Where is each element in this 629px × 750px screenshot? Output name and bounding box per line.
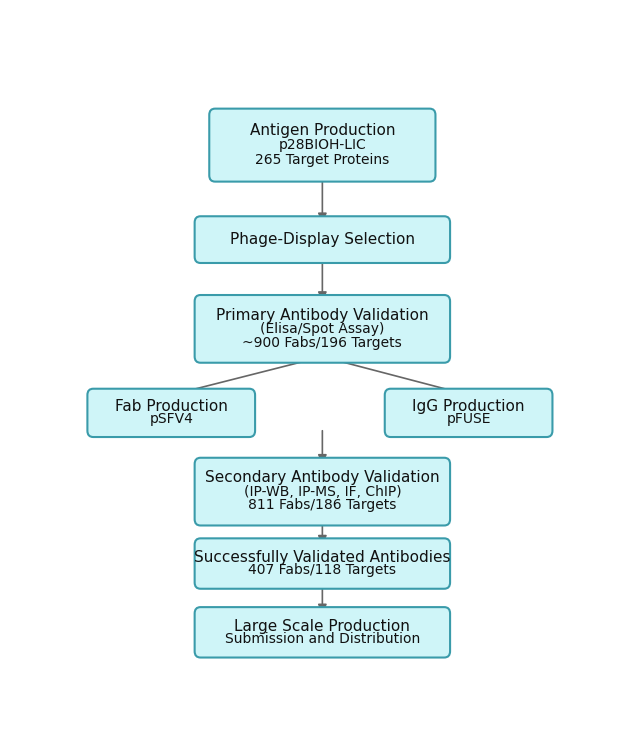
- Text: Fab Production: Fab Production: [115, 400, 228, 415]
- FancyBboxPatch shape: [194, 538, 450, 589]
- Text: pFUSE: pFUSE: [447, 412, 491, 426]
- FancyBboxPatch shape: [194, 458, 450, 526]
- Text: (IP-WB, IP-MS, IF, ChIP): (IP-WB, IP-MS, IF, ChIP): [243, 484, 401, 499]
- Text: 407 Fabs/118 Targets: 407 Fabs/118 Targets: [248, 562, 396, 577]
- Text: 265 Target Proteins: 265 Target Proteins: [255, 153, 389, 167]
- Text: p28BIOH-LIC: p28BIOH-LIC: [279, 138, 366, 152]
- FancyBboxPatch shape: [194, 295, 450, 363]
- Text: Phage-Display Selection: Phage-Display Selection: [230, 232, 415, 248]
- FancyBboxPatch shape: [209, 109, 435, 182]
- Text: Large Scale Production: Large Scale Production: [235, 619, 410, 634]
- Text: pSFV4: pSFV4: [149, 412, 193, 426]
- Text: Primary Antibody Validation: Primary Antibody Validation: [216, 308, 429, 322]
- Text: Submission and Distribution: Submission and Distribution: [225, 632, 420, 646]
- Text: (Elisa/Spot Assay): (Elisa/Spot Assay): [260, 322, 384, 336]
- Text: Successfully Validated Antibodies: Successfully Validated Antibodies: [194, 550, 450, 565]
- Text: 811 Fabs/186 Targets: 811 Fabs/186 Targets: [248, 499, 396, 512]
- FancyBboxPatch shape: [87, 388, 255, 437]
- FancyBboxPatch shape: [385, 388, 552, 437]
- Text: Antigen Production: Antigen Production: [250, 122, 395, 137]
- Text: IgG Production: IgG Production: [413, 400, 525, 415]
- FancyBboxPatch shape: [194, 608, 450, 658]
- Text: ~900 Fabs/196 Targets: ~900 Fabs/196 Targets: [243, 336, 402, 350]
- FancyBboxPatch shape: [194, 216, 450, 263]
- Text: Secondary Antibody Validation: Secondary Antibody Validation: [205, 470, 440, 485]
